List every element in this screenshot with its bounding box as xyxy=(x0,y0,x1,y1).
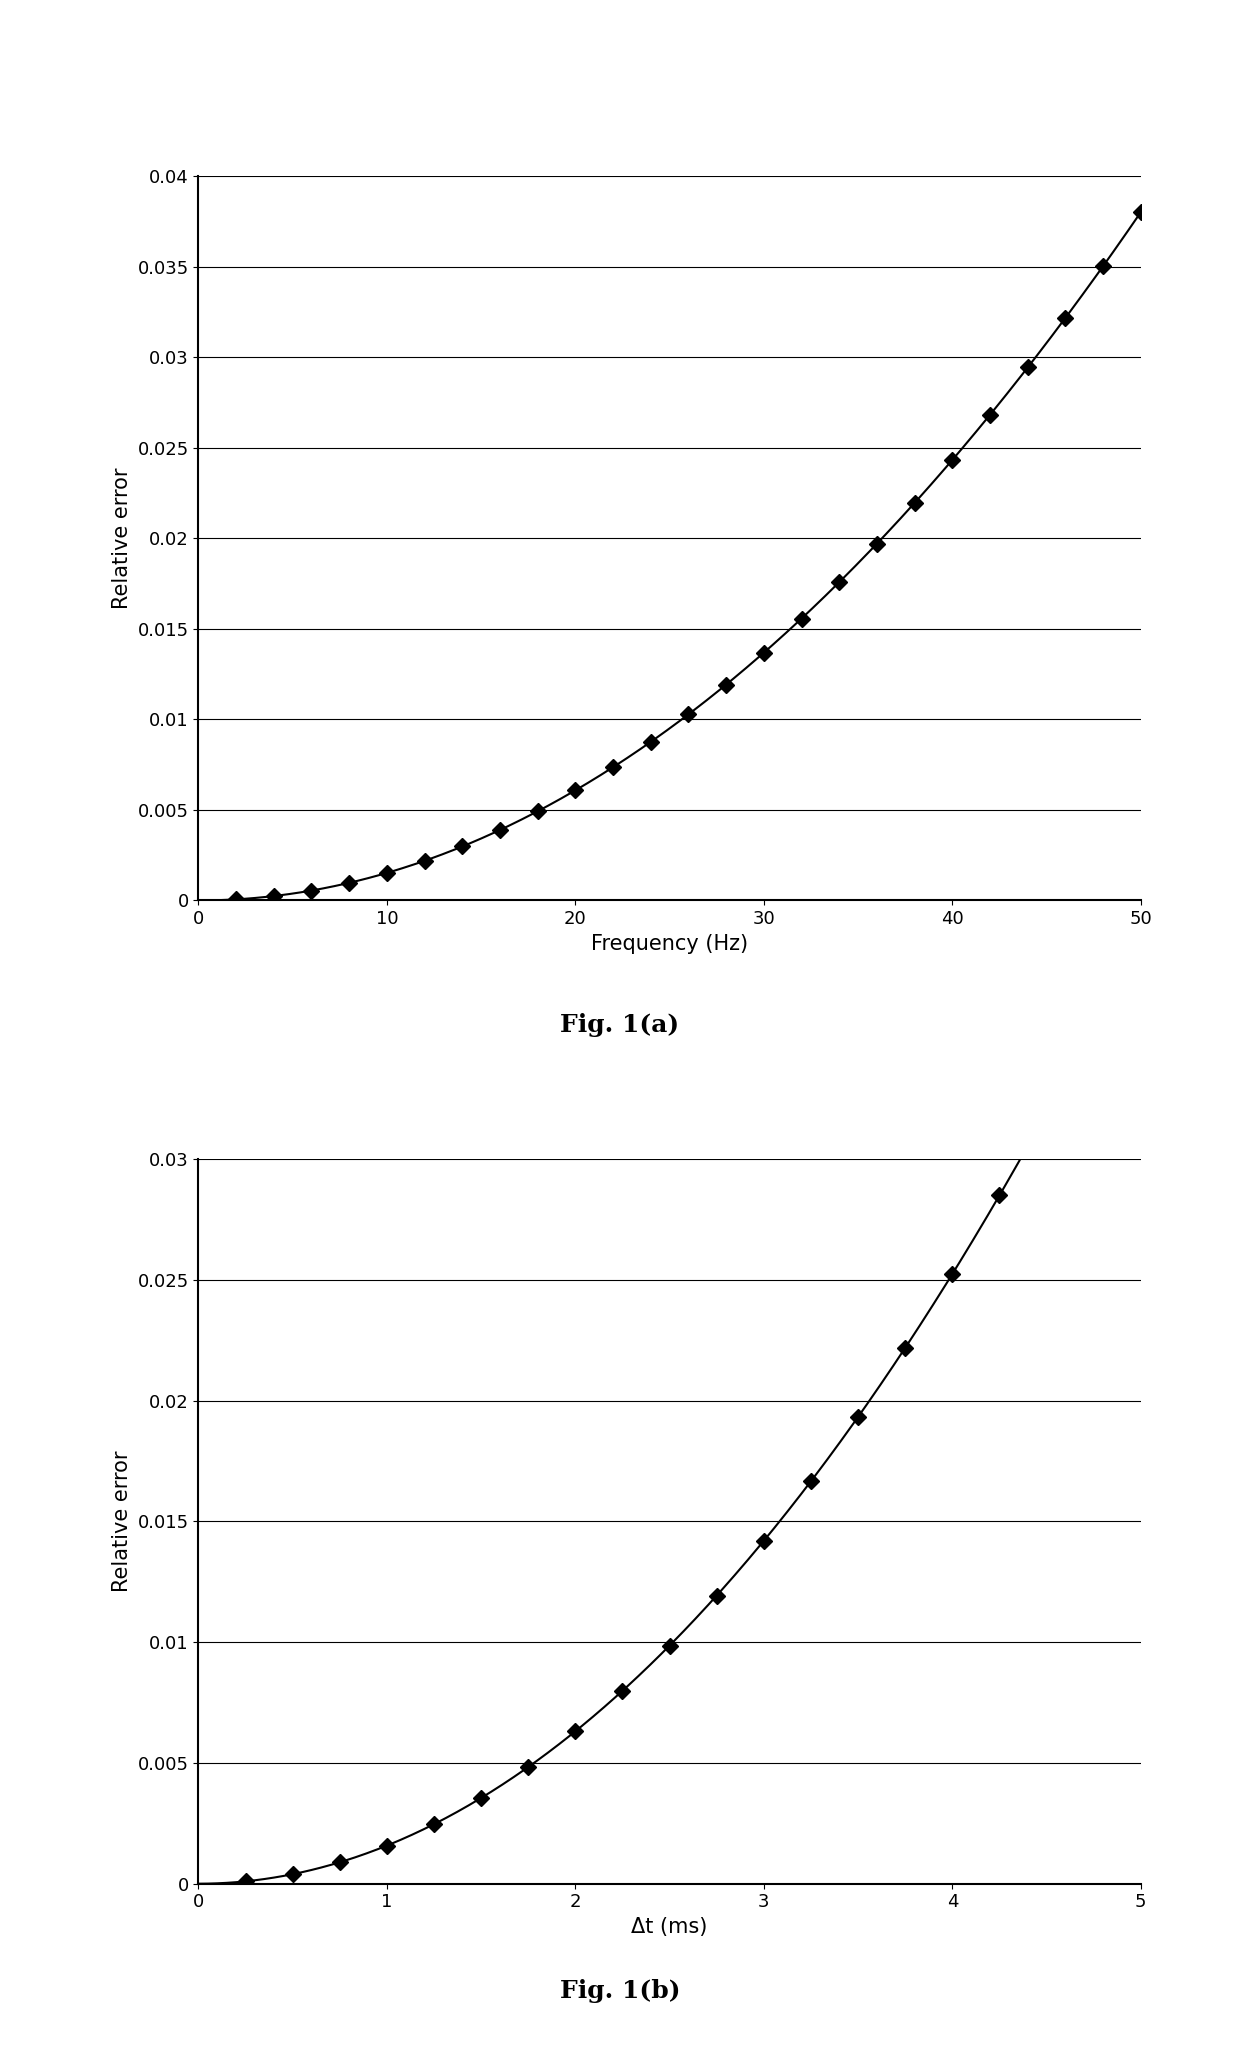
Text: Fig. 1(a): Fig. 1(a) xyxy=(560,1012,680,1037)
X-axis label: Frequency (Hz): Frequency (Hz) xyxy=(591,934,748,954)
Y-axis label: Relative error: Relative error xyxy=(112,1451,131,1592)
Y-axis label: Relative error: Relative error xyxy=(112,468,131,609)
Text: Fig. 1(b): Fig. 1(b) xyxy=(559,1979,681,2004)
X-axis label: Δt (ms): Δt (ms) xyxy=(631,1917,708,1938)
